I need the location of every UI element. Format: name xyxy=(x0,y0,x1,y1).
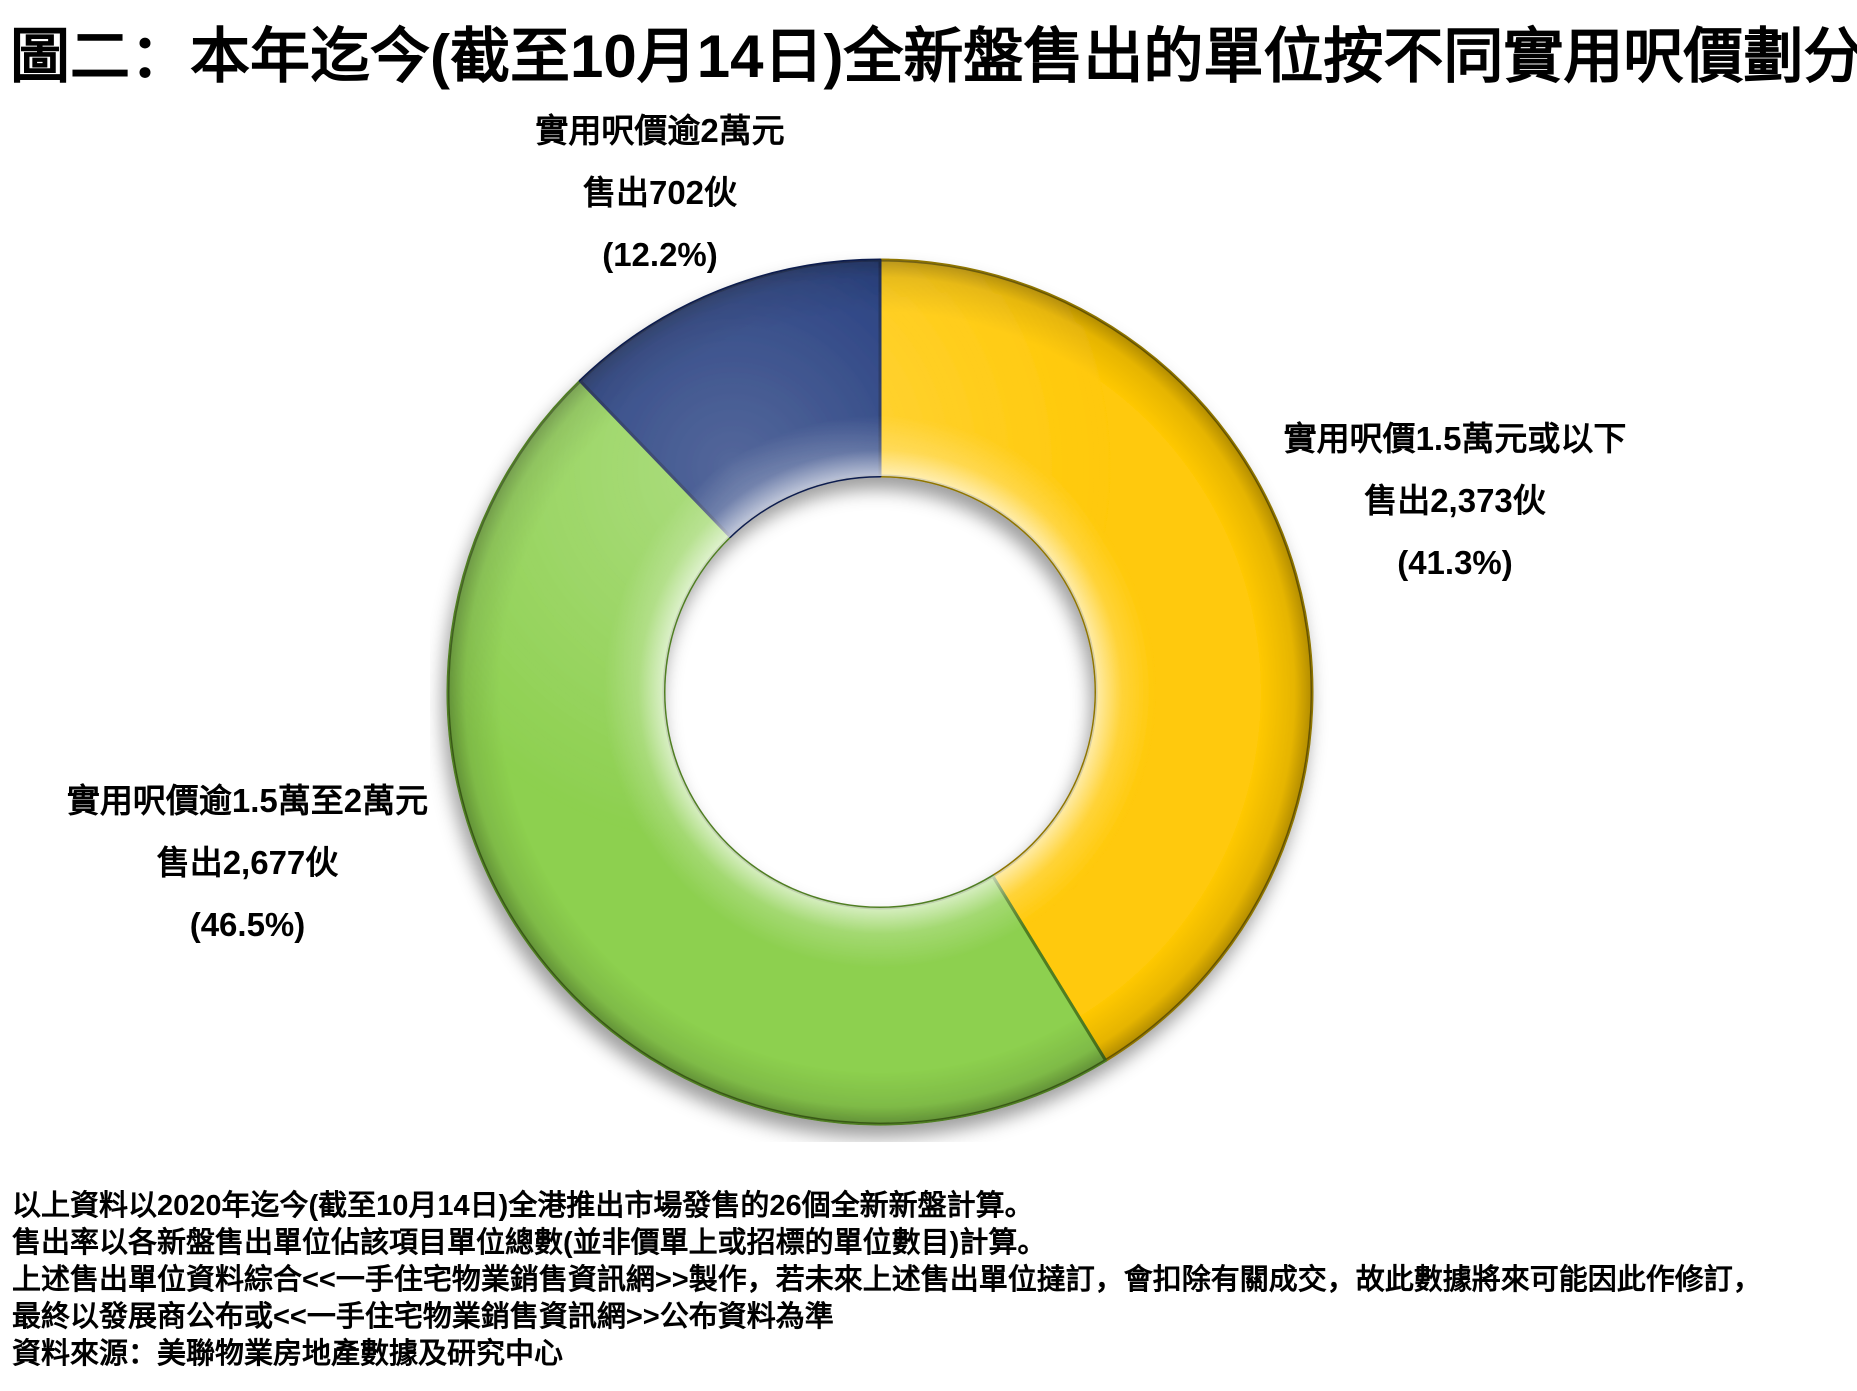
segment-label-pct: (12.2%) xyxy=(602,236,718,273)
segment-label-sold: 售出2,677伙 xyxy=(156,844,339,881)
segment-label-sold: 售出2,373伙 xyxy=(1364,482,1546,519)
footnote-line: 上述售出單位資料綜合<<一手住宅物業銷售資訊網>>製作，若未來上述售出單位撻訂，… xyxy=(12,1264,1762,1296)
segment-label-15k-20k: 實用呎價逾1.5萬至2萬元 售出2,677伙 (46.5%) xyxy=(35,770,460,956)
segment-label-sold: 售出702伙 xyxy=(582,174,738,211)
segment-label-pct: (46.5%) xyxy=(189,906,306,943)
donut-chart-area xyxy=(430,242,1330,1142)
segment-label-pct: (41.3%) xyxy=(1397,544,1513,581)
footnote-line: 售出率以各新盤售出單位佔該項目單位總數(並非價單上或招標的單位數目)計算。 xyxy=(12,1227,1047,1259)
donut-sheen-overlay xyxy=(448,260,1312,1124)
segment-label-over-20k: 實用呎價逾2萬元 售出702伙 (12.2%) xyxy=(410,100,910,286)
footnote-line: 以上資料以2020年迄今(截至10月14日)全港推出市場發售的26個全新新盤計算… xyxy=(12,1190,1034,1222)
chart-title: 圖二：本年迄今(截至10月14日)全新盤售出的單位按不同實用呎價劃分 xyxy=(10,23,1857,90)
donut-chart xyxy=(446,258,1314,1126)
segment-label-title: 實用呎價逾1.5萬至2萬元 xyxy=(66,782,429,819)
footnote-line: 最終以發展商公布或<<一手住宅物業銷售資訊網>>公布資料為準 xyxy=(12,1301,834,1333)
segment-label-title: 實用呎價逾2萬元 xyxy=(535,112,785,149)
footnote-line: 資料來源：美聯物業房地產數據及研究中心 xyxy=(12,1338,564,1370)
footnotes: 以上資料以2020年迄今(截至10月14日)全港推出市場發售的26個全新新盤計算… xyxy=(12,1188,1850,1373)
segment-label-title: 實用呎價1.5萬元或以下 xyxy=(1283,420,1627,457)
segment-label-under-15k: 實用呎價1.5萬元或以下 售出2,373伙 (41.3%) xyxy=(1245,408,1665,594)
